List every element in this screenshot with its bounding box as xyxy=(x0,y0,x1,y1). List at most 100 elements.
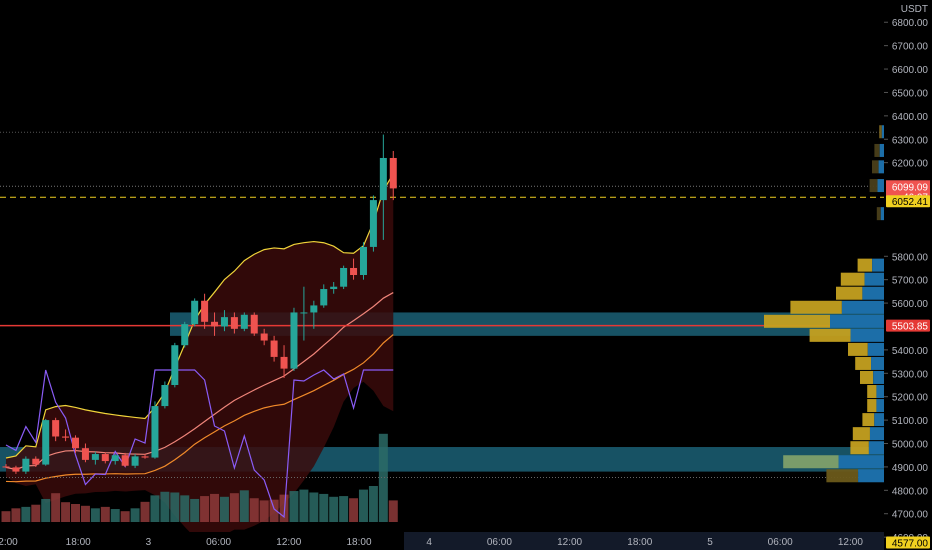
candle[interactable] xyxy=(12,465,20,474)
candle[interactable] xyxy=(191,298,199,327)
candle[interactable] xyxy=(81,443,89,463)
candle[interactable] xyxy=(161,381,169,409)
price-label: 6300.00 xyxy=(892,135,929,146)
profile-bar-left xyxy=(874,143,880,157)
candle-body xyxy=(52,420,60,437)
price-axis[interactable]: USDT 6800.00 6700.00 6600.00 6500.00 6400.00… xyxy=(884,0,932,550)
candle-body xyxy=(161,385,169,407)
candle[interactable] xyxy=(2,464,10,469)
candle[interactable] xyxy=(151,401,159,459)
candle[interactable] xyxy=(270,335,278,362)
candle-body xyxy=(201,300,209,322)
volume-bar xyxy=(120,511,130,522)
price-label: 4900.00 xyxy=(892,463,929,474)
volume-bar xyxy=(289,491,299,522)
time-label: 12:00 xyxy=(557,537,582,548)
candle-body xyxy=(72,437,80,449)
candle-body xyxy=(111,455,119,462)
candle-body xyxy=(101,454,109,462)
candle[interactable] xyxy=(359,242,367,280)
candle[interactable] xyxy=(280,345,288,378)
volume-bar xyxy=(100,506,110,522)
volume-bar xyxy=(229,493,239,522)
profile-bar-left xyxy=(809,328,851,342)
candle[interactable] xyxy=(52,417,60,442)
profile-bar-right xyxy=(877,179,884,193)
time-label: 18:00 xyxy=(346,537,371,548)
profile-bar-right xyxy=(862,286,884,300)
candle-body xyxy=(131,456,139,466)
volume-bar xyxy=(309,492,319,522)
candle[interactable] xyxy=(201,293,209,329)
candle[interactable] xyxy=(250,312,258,336)
candle[interactable] xyxy=(320,284,328,308)
candle[interactable] xyxy=(121,452,129,467)
volume-bar xyxy=(388,500,398,522)
poc-level-tag-bg xyxy=(886,319,930,332)
price-label: 6600.00 xyxy=(892,65,929,76)
volume-bar xyxy=(190,498,200,522)
volume-bar xyxy=(41,498,51,522)
currency-label: USDT xyxy=(901,4,928,15)
ema-line xyxy=(5,334,394,483)
candle[interactable] xyxy=(230,312,238,334)
indicator-lines xyxy=(5,173,394,519)
time-label: 12:00 xyxy=(276,537,301,548)
volume-bar xyxy=(378,433,388,522)
profile-bar-right xyxy=(841,300,884,314)
candle[interactable] xyxy=(310,300,318,329)
candle[interactable] xyxy=(330,282,338,294)
candle[interactable] xyxy=(379,134,387,240)
volume-bar xyxy=(31,504,41,522)
candle[interactable] xyxy=(171,342,179,388)
candle[interactable] xyxy=(211,312,219,336)
price-label: 4800.00 xyxy=(892,486,929,497)
candle[interactable] xyxy=(369,195,377,252)
candle-body xyxy=(270,340,278,357)
profile-bar-right xyxy=(874,413,884,427)
profile-bar-left xyxy=(855,356,872,370)
profile-bar-left xyxy=(857,258,873,272)
poc-level-tag: 5503.85 xyxy=(892,322,929,333)
candle[interactable] xyxy=(181,321,189,348)
bollinger-fill xyxy=(6,173,394,539)
candle[interactable] xyxy=(340,265,348,290)
candle[interactable] xyxy=(350,258,358,280)
candle-body xyxy=(171,345,179,385)
volume-bar xyxy=(80,505,90,522)
profile-bar-left xyxy=(764,314,830,328)
volume-bar xyxy=(51,493,61,522)
candle[interactable] xyxy=(290,307,298,371)
candle[interactable] xyxy=(300,286,308,341)
time-axis[interactable]: 2:00 18:00 3 06:00 12:00 18:00 4 06:00 12:00 18:0… xyxy=(0,532,884,550)
profile-bar-right xyxy=(873,370,884,384)
candle[interactable] xyxy=(141,454,149,459)
candle[interactable] xyxy=(240,312,248,332)
price-label: 6700.00 xyxy=(892,42,929,53)
candle[interactable] xyxy=(131,454,139,469)
candle[interactable] xyxy=(22,456,30,474)
volume-bar xyxy=(259,500,269,522)
volume-profile xyxy=(764,125,884,483)
candle[interactable] xyxy=(220,310,228,332)
candlesticks[interactable] xyxy=(2,134,397,474)
profile-bar-left xyxy=(826,469,859,483)
volume-bar xyxy=(279,494,289,522)
candle[interactable] xyxy=(101,452,109,464)
candle[interactable] xyxy=(62,429,70,442)
candle[interactable] xyxy=(389,150,397,201)
candle[interactable] xyxy=(91,451,99,465)
candle[interactable] xyxy=(260,328,268,346)
profile-bar-right xyxy=(869,427,884,441)
dashed-level-tag: 6052.41 xyxy=(892,197,929,208)
profile-bar-left xyxy=(848,342,868,356)
volume-bar xyxy=(339,496,349,522)
candle-body xyxy=(211,321,219,327)
candle[interactable] xyxy=(32,456,40,467)
profile-bar-right xyxy=(871,356,884,370)
price-label: 5000.00 xyxy=(892,440,929,451)
candle[interactable] xyxy=(72,435,80,453)
candle[interactable] xyxy=(111,454,119,465)
candle[interactable] xyxy=(42,418,50,466)
